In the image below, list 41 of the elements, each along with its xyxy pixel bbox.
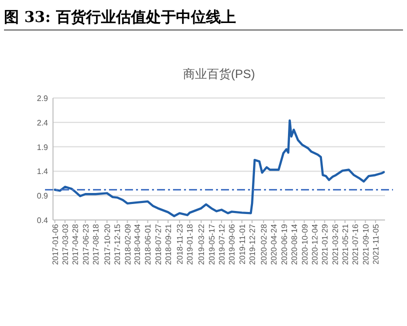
x-tick-label: 2021-01-29 [320, 223, 330, 265]
x-tick-label: 2017-12-15 [113, 223, 122, 265]
x-tick-label: 2021-07-16 [351, 223, 360, 265]
x-tick-label: 2021-05-21 [341, 223, 350, 265]
x-tick-label: 2017-04-28 [71, 223, 80, 265]
x-tick-label: 2017-01-06 [50, 223, 60, 265]
chart-subtitle: 商业百货(PS) [183, 67, 256, 81]
x-tick-label: 2020-06-19 [280, 223, 289, 265]
y-tick-label: 0.4 [36, 216, 49, 225]
y-tick-label: 2.4 [36, 118, 49, 128]
x-tick-label: 2019-09-06 [228, 223, 237, 265]
x-tick-label: 2020-10-09 [300, 223, 310, 265]
x-tick-label: 2021-11-05 [372, 223, 381, 264]
line-series [54, 119, 385, 218]
y-tick-label: 0.9 [36, 192, 49, 201]
x-tick-label: 2017-10-20 [103, 223, 112, 265]
x-tick-label: 2018-06-01 [144, 223, 153, 265]
x-tick-label: 2019-11-01 [238, 223, 247, 264]
x-tick-label: 2018-02-09 [123, 223, 132, 265]
y-tick-label: 2.9 [36, 94, 49, 103]
x-tick-label: 2019-12-27 [248, 223, 258, 265]
x-tick-label: 2020-12-04 [310, 223, 320, 265]
x-tick-label: 2017-06-23 [81, 223, 90, 265]
x-tick-label: 2021-03-26 [330, 223, 340, 265]
x-tick-label: 2020-02-28 [260, 223, 269, 265]
x-tick-label: 2021-09-10 [361, 223, 370, 265]
x-tick-label: 2018-09-21 [164, 223, 174, 265]
x-tick-label: 2018-11-23 [176, 223, 185, 264]
chart-title: 图 33: 百货行业估值处于中位线上 [4, 8, 236, 26]
x-tick-label: 2019-07-12 [218, 223, 227, 265]
y-tick-label: 1.4 [36, 167, 49, 176]
x-tick-label: 2019-03-22 [197, 223, 206, 265]
x-tick-label: 2018-07-27 [154, 223, 163, 265]
x-tick-label: 2020-08-14 [290, 223, 300, 265]
x-tick-label: 2019-05-17 [207, 223, 216, 265]
x-tick-label: 2017-03-03 [61, 223, 70, 265]
x-tick-label: 2017-08-18 [92, 223, 101, 265]
x-tick-label: 2019-01-18 [186, 223, 195, 265]
x-tick-label: 2020-04-24 [270, 223, 279, 265]
x-tick-label: 2018-04-04 [133, 223, 142, 265]
y-tick-label: 1.9 [36, 142, 49, 152]
